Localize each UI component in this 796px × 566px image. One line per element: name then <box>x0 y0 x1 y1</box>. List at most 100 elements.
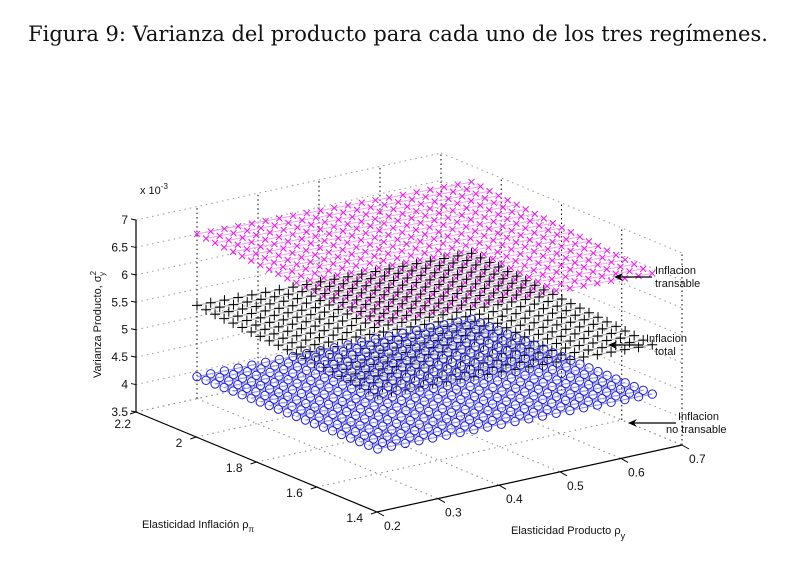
data-point <box>423 406 434 417</box>
data-point <box>255 331 266 342</box>
data-point <box>584 363 594 373</box>
data-point <box>470 278 481 289</box>
data-point <box>478 395 489 406</box>
data-point <box>365 273 376 284</box>
data-point <box>380 238 388 246</box>
data-point <box>338 346 348 357</box>
data-point <box>246 308 257 319</box>
data-point <box>547 381 557 392</box>
data-point <box>481 213 488 221</box>
data-point <box>460 404 470 415</box>
annotation-label: Inflacion <box>655 265 696 277</box>
data-point <box>315 379 325 389</box>
data-point <box>411 325 422 336</box>
data-point <box>288 282 299 293</box>
data-point <box>346 416 356 427</box>
data-point <box>507 339 517 350</box>
data-point <box>507 283 515 290</box>
data-point <box>324 349 335 360</box>
x-tick-mark <box>620 457 629 463</box>
data-point <box>611 321 622 332</box>
data-point <box>278 381 289 391</box>
data-point <box>472 190 480 198</box>
data-point <box>440 202 448 210</box>
data-point <box>448 244 456 252</box>
data-point <box>578 403 589 413</box>
data-point <box>440 221 447 229</box>
data-point <box>562 273 569 281</box>
data-point <box>425 323 436 333</box>
annotation-label: no transable <box>666 424 727 436</box>
data-point <box>510 416 520 427</box>
data-point <box>475 351 485 362</box>
data-point <box>585 238 593 245</box>
x-tick-mark <box>681 444 690 450</box>
data-point <box>239 234 246 242</box>
data-point <box>494 229 502 237</box>
data-point <box>406 366 416 376</box>
data-point <box>232 311 243 322</box>
arrowhead-icon <box>614 273 623 281</box>
data-point <box>374 361 385 371</box>
data-point <box>602 316 613 327</box>
data-point <box>238 252 246 260</box>
data-point <box>375 245 383 253</box>
data-point <box>391 418 402 429</box>
data-point <box>343 239 351 247</box>
data-point <box>519 403 530 414</box>
data-point <box>234 241 242 249</box>
data-point <box>445 195 452 203</box>
data-point <box>489 255 497 263</box>
data-point <box>526 255 533 262</box>
data-point <box>452 274 460 282</box>
data-point <box>620 378 630 388</box>
data-point <box>387 392 398 402</box>
data-point <box>366 259 374 267</box>
data-point <box>556 368 567 379</box>
data-point <box>487 399 498 409</box>
data-point <box>256 364 266 374</box>
data-point <box>420 282 431 293</box>
data-point <box>297 286 308 297</box>
data-point <box>269 291 280 302</box>
data-point <box>557 351 567 362</box>
data-point <box>547 398 557 408</box>
data-point <box>588 390 598 400</box>
data-point <box>510 327 521 338</box>
data-point <box>296 342 307 353</box>
data-point <box>514 410 525 420</box>
data-point <box>323 416 333 426</box>
data-point <box>343 257 351 265</box>
data-point <box>463 185 471 193</box>
data-point <box>462 321 472 331</box>
mesh-line <box>265 362 447 436</box>
data-point <box>506 356 517 366</box>
data-point <box>266 229 274 236</box>
z-tick-mark <box>130 273 137 276</box>
data-point <box>470 260 481 271</box>
data-point <box>453 237 461 245</box>
data-point <box>288 368 298 378</box>
data-point <box>426 223 434 231</box>
data-point <box>306 291 317 302</box>
data-point <box>387 312 398 323</box>
data-point <box>447 314 458 325</box>
data-point <box>259 324 270 335</box>
data-point <box>370 271 378 279</box>
data-point <box>538 322 549 333</box>
data-point <box>301 382 311 392</box>
data-point <box>556 385 566 395</box>
data-point <box>502 290 510 297</box>
data-point <box>424 390 434 400</box>
data-point <box>255 380 266 391</box>
data-point <box>565 317 576 328</box>
data-point <box>434 279 445 290</box>
data-point <box>539 252 547 260</box>
data-point <box>497 273 508 284</box>
data-point <box>314 332 325 343</box>
mesh-line <box>251 364 433 439</box>
data-point <box>449 188 457 196</box>
data-point <box>300 415 311 425</box>
x-tick-label: 0.2 <box>384 519 401 533</box>
data-point <box>291 411 302 422</box>
